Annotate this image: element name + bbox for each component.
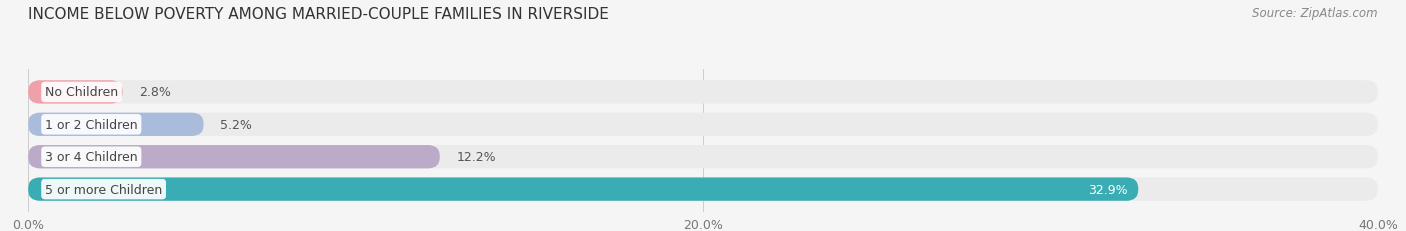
Text: 1 or 2 Children: 1 or 2 Children — [45, 118, 138, 131]
FancyBboxPatch shape — [28, 146, 1378, 169]
FancyBboxPatch shape — [28, 81, 122, 104]
Text: 5.2%: 5.2% — [221, 118, 252, 131]
Text: 5 or more Children: 5 or more Children — [45, 183, 162, 196]
Text: 2.8%: 2.8% — [139, 86, 172, 99]
Text: 12.2%: 12.2% — [457, 151, 496, 164]
FancyBboxPatch shape — [28, 178, 1378, 201]
Text: No Children: No Children — [45, 86, 118, 99]
FancyBboxPatch shape — [28, 113, 1378, 136]
FancyBboxPatch shape — [28, 146, 440, 169]
Text: Source: ZipAtlas.com: Source: ZipAtlas.com — [1253, 7, 1378, 20]
FancyBboxPatch shape — [28, 113, 204, 136]
Text: 3 or 4 Children: 3 or 4 Children — [45, 151, 138, 164]
FancyBboxPatch shape — [28, 81, 1378, 104]
Text: 32.9%: 32.9% — [1088, 183, 1128, 196]
Text: INCOME BELOW POVERTY AMONG MARRIED-COUPLE FAMILIES IN RIVERSIDE: INCOME BELOW POVERTY AMONG MARRIED-COUPL… — [28, 7, 609, 22]
FancyBboxPatch shape — [28, 178, 1139, 201]
